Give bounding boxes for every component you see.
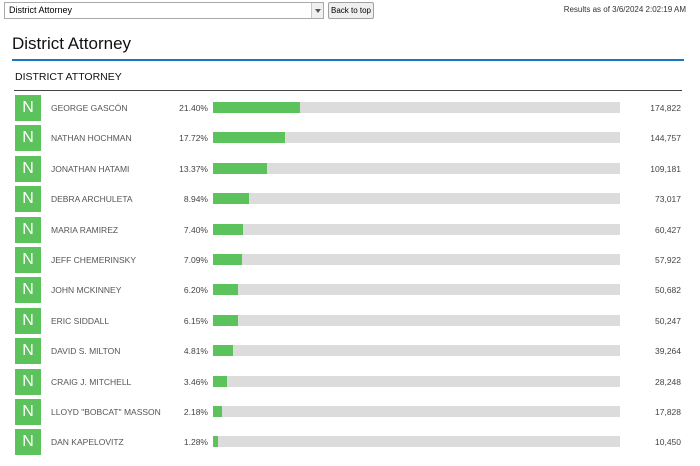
candidate-row: N CRAIG J. MITCHELL 3.46% 28,248 (0, 368, 700, 395)
vote-count: 17,828 (655, 407, 681, 417)
party-badge: N (15, 186, 41, 213)
party-badge: N (15, 247, 41, 273)
vote-bar-track (213, 345, 620, 357)
candidate-name: NATHAN HOCHMAN (51, 133, 132, 144)
results-timestamp: Results as of 3/6/2024 2:02:19 AM (563, 5, 686, 14)
vote-bar-track (213, 193, 620, 205)
party-badge: N (15, 95, 41, 121)
vote-bar-fill (213, 162, 268, 174)
vote-bar-fill (213, 132, 286, 144)
candidate-name: LLOYD "BOBCAT" MASSON (51, 407, 161, 417)
vote-bar-track (213, 375, 620, 387)
vote-count: 10,450 (655, 437, 681, 448)
vote-bar-fill (213, 284, 239, 296)
candidate-name: JOHN MCKINNEY (51, 285, 122, 296)
vote-percent: 7.09% (183, 255, 208, 265)
vote-bar-fill (213, 375, 228, 387)
vote-percent: 7.40% (183, 224, 208, 235)
top-toolbar: District Attorney Back to top Results as… (0, 0, 700, 22)
candidate-name: GEORGE GASCÓN (51, 103, 128, 113)
candidate-row: N DEBRA ARCHULETA 8.94% 73,017 (0, 186, 700, 213)
vote-percent: 13.37% (179, 163, 208, 174)
contest-select[interactable]: District Attorney (4, 2, 324, 19)
back-to-top-button[interactable]: Back to top (328, 2, 374, 19)
party-badge: N (15, 399, 41, 425)
candidate-name: JEFF CHEMERINSKY (51, 255, 137, 265)
candidate-row: N MARIA RAMIREZ 7.40% 60,427 (0, 216, 700, 243)
vote-count: 28,248 (655, 376, 681, 387)
party-badge: N (15, 338, 41, 365)
vote-count: 57,922 (655, 255, 681, 265)
vote-bar-fill (213, 254, 242, 265)
vote-count: 109,181 (650, 163, 681, 174)
section-title: DISTRICT ATTORNEY (15, 71, 122, 83)
vote-count: 73,017 (655, 194, 681, 205)
vote-bar-track (213, 284, 620, 296)
candidate-row: N LLOYD "BOBCAT" MASSON 2.18% 17,828 (0, 399, 700, 425)
vote-bar-track (213, 254, 620, 265)
vote-bar-fill (213, 223, 244, 235)
candidate-name: ERIC SIDDALL (51, 315, 110, 326)
vote-bar-track (213, 223, 620, 235)
party-badge: N (15, 277, 41, 304)
vote-count: 60,427 (655, 224, 681, 235)
candidate-row: N DAVID S. MILTON 4.81% 39,264 (0, 338, 700, 365)
vote-bar-fill (213, 102, 301, 113)
party-badge: N (15, 125, 41, 152)
party-badge: N (15, 155, 41, 182)
vote-percent: 4.81% (183, 346, 208, 357)
candidate-name: DAVID S. MILTON (51, 346, 121, 357)
candidate-name: DAN KAPELOVITZ (51, 437, 124, 448)
vote-bar-track (213, 132, 620, 144)
candidate-row: N GEORGE GASCÓN 21.40% 174,822 (0, 95, 700, 121)
vote-bar-track (213, 162, 620, 174)
vote-bar-fill (213, 193, 250, 205)
vote-bar-fill (213, 345, 233, 357)
vote-percent: 6.15% (183, 315, 208, 326)
vote-percent: 8.94% (183, 194, 208, 205)
vote-percent: 21.40% (179, 103, 208, 113)
vote-percent: 6.20% (183, 285, 208, 296)
vote-bar-fill (213, 436, 219, 448)
vote-bar-track (213, 314, 620, 326)
candidate-name: CRAIG J. MITCHELL (51, 376, 132, 387)
vote-percent: 17.72% (179, 133, 208, 144)
vote-percent: 1.28% (183, 437, 208, 448)
party-badge: N (15, 429, 41, 456)
vote-percent: 3.46% (183, 376, 208, 387)
party-badge: N (15, 216, 41, 243)
candidate-row: N DAN KAPELOVITZ 1.28% 10,450 (0, 429, 700, 456)
vote-bar-fill (213, 314, 239, 326)
candidate-row: N JOHN MCKINNEY 6.20% 50,682 (0, 277, 700, 304)
candidate-row: N ERIC SIDDALL 6.15% 50,247 (0, 307, 700, 334)
candidate-row: N JONATHAN HATAMI 13.37% 109,181 (0, 155, 700, 182)
vote-percent: 2.18% (183, 407, 208, 417)
title-divider (12, 59, 684, 61)
page-title: District Attorney (12, 34, 132, 53)
candidate-name: JONATHAN HATAMI (51, 163, 130, 174)
party-badge: N (15, 368, 41, 395)
vote-count: 144,757 (650, 133, 681, 144)
vote-bar-track (213, 406, 620, 417)
party-badge: N (15, 307, 41, 334)
vote-count: 39,264 (655, 346, 681, 357)
candidate-row: N NATHAN HOCHMAN 17.72% 144,757 (0, 125, 700, 152)
vote-count: 50,247 (655, 315, 681, 326)
vote-count: 50,682 (655, 285, 681, 296)
contest-select-value: District Attorney (9, 5, 73, 15)
candidate-row: N JEFF CHEMERINSKY 7.09% 57,922 (0, 247, 700, 273)
vote-bar-track (213, 102, 620, 113)
vote-bar-fill (213, 406, 222, 417)
candidate-name: MARIA RAMIREZ (51, 224, 119, 235)
candidate-name: DEBRA ARCHULETA (51, 194, 133, 205)
chevron-down-icon[interactable] (311, 3, 323, 18)
vote-bar-track (213, 436, 620, 448)
vote-count: 174,822 (650, 103, 681, 113)
section-divider (14, 90, 682, 91)
